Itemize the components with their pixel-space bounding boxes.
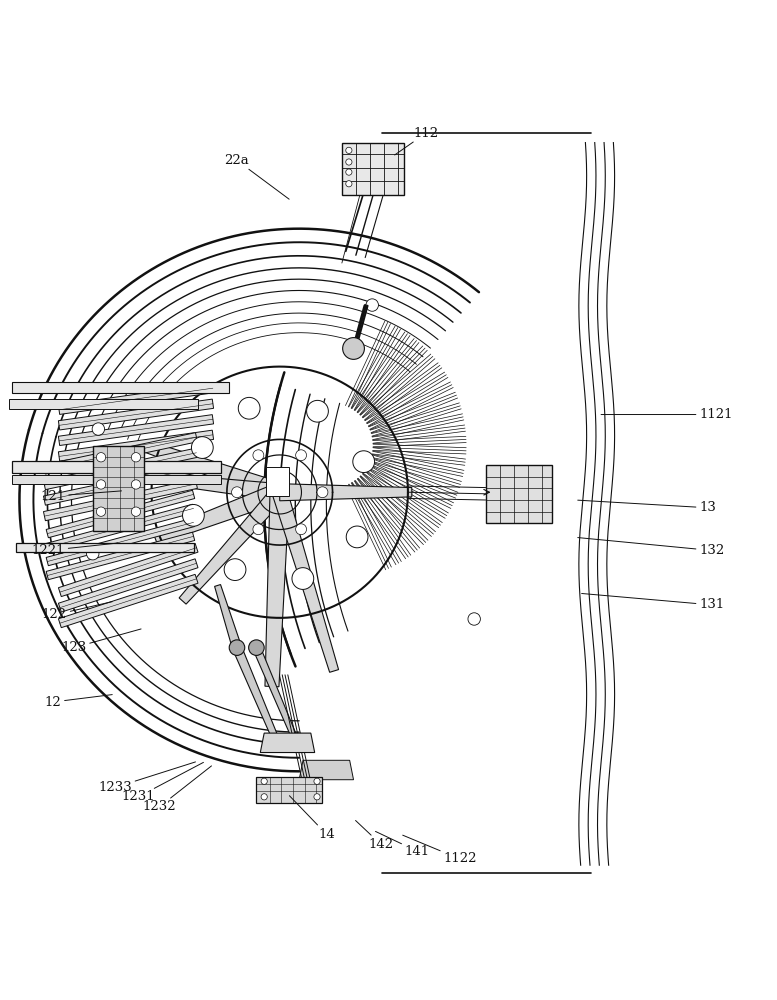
Text: 22a: 22a [225, 154, 289, 199]
Circle shape [253, 450, 263, 461]
Polygon shape [58, 384, 214, 414]
Circle shape [314, 778, 320, 784]
Polygon shape [266, 467, 289, 496]
Polygon shape [58, 399, 214, 430]
Circle shape [295, 450, 307, 461]
Circle shape [346, 147, 352, 153]
Circle shape [261, 794, 267, 800]
Circle shape [96, 480, 106, 489]
Polygon shape [44, 464, 197, 505]
Text: 123: 123 [61, 629, 141, 654]
Polygon shape [486, 465, 552, 523]
Circle shape [183, 504, 204, 526]
Circle shape [307, 400, 329, 422]
Polygon shape [253, 646, 301, 750]
Polygon shape [46, 532, 195, 580]
Polygon shape [44, 433, 197, 474]
Circle shape [239, 397, 260, 419]
Circle shape [347, 526, 368, 548]
Text: 121: 121 [40, 490, 121, 503]
Circle shape [232, 487, 242, 498]
Circle shape [346, 169, 352, 175]
Polygon shape [58, 430, 214, 461]
Circle shape [346, 181, 352, 187]
Text: 12: 12 [44, 695, 112, 709]
Polygon shape [58, 574, 198, 628]
Circle shape [366, 299, 378, 311]
Circle shape [343, 338, 364, 359]
Text: 1121: 1121 [601, 408, 733, 421]
Polygon shape [143, 472, 280, 501]
Circle shape [261, 778, 267, 784]
Text: 1122: 1122 [402, 835, 477, 865]
Polygon shape [342, 143, 404, 195]
Polygon shape [46, 518, 195, 566]
Circle shape [317, 487, 328, 498]
Polygon shape [280, 484, 412, 501]
Text: 14: 14 [289, 796, 335, 841]
Polygon shape [44, 479, 197, 521]
Text: 112: 112 [395, 127, 438, 155]
Circle shape [295, 524, 307, 535]
Polygon shape [299, 760, 354, 780]
Circle shape [92, 423, 105, 435]
Polygon shape [272, 490, 339, 672]
Polygon shape [214, 585, 242, 649]
Circle shape [131, 453, 141, 462]
Circle shape [292, 568, 314, 589]
Circle shape [96, 453, 106, 462]
Polygon shape [179, 487, 286, 604]
Polygon shape [142, 440, 283, 501]
Circle shape [346, 159, 352, 165]
Circle shape [314, 794, 320, 800]
Polygon shape [58, 559, 198, 612]
Circle shape [249, 640, 264, 655]
Polygon shape [12, 461, 221, 473]
Circle shape [96, 507, 106, 516]
Text: 142: 142 [356, 820, 393, 851]
Polygon shape [93, 446, 144, 531]
Polygon shape [44, 448, 197, 490]
Polygon shape [260, 733, 315, 753]
Circle shape [131, 507, 141, 516]
Polygon shape [16, 543, 194, 552]
Polygon shape [46, 504, 195, 552]
Circle shape [86, 547, 99, 560]
Polygon shape [58, 415, 214, 446]
Circle shape [253, 524, 264, 535]
Text: 1221: 1221 [31, 543, 117, 557]
Polygon shape [58, 543, 198, 597]
Circle shape [131, 480, 141, 489]
Polygon shape [46, 490, 195, 538]
Circle shape [224, 559, 246, 580]
Text: 1231: 1231 [121, 762, 204, 803]
Circle shape [468, 613, 480, 625]
Polygon shape [265, 492, 289, 687]
Circle shape [353, 451, 375, 473]
Text: 1233: 1233 [98, 762, 196, 794]
Polygon shape [256, 777, 322, 803]
Text: 13: 13 [578, 500, 716, 514]
Polygon shape [12, 475, 221, 484]
Text: 131: 131 [582, 593, 724, 611]
Circle shape [191, 437, 213, 458]
Text: 1232: 1232 [142, 766, 211, 813]
Text: 122: 122 [42, 602, 113, 621]
Text: 132: 132 [578, 538, 724, 557]
Polygon shape [232, 646, 283, 750]
Polygon shape [9, 399, 198, 409]
Text: 141: 141 [375, 831, 430, 858]
Polygon shape [12, 382, 229, 393]
Circle shape [229, 640, 245, 655]
Polygon shape [153, 483, 283, 544]
